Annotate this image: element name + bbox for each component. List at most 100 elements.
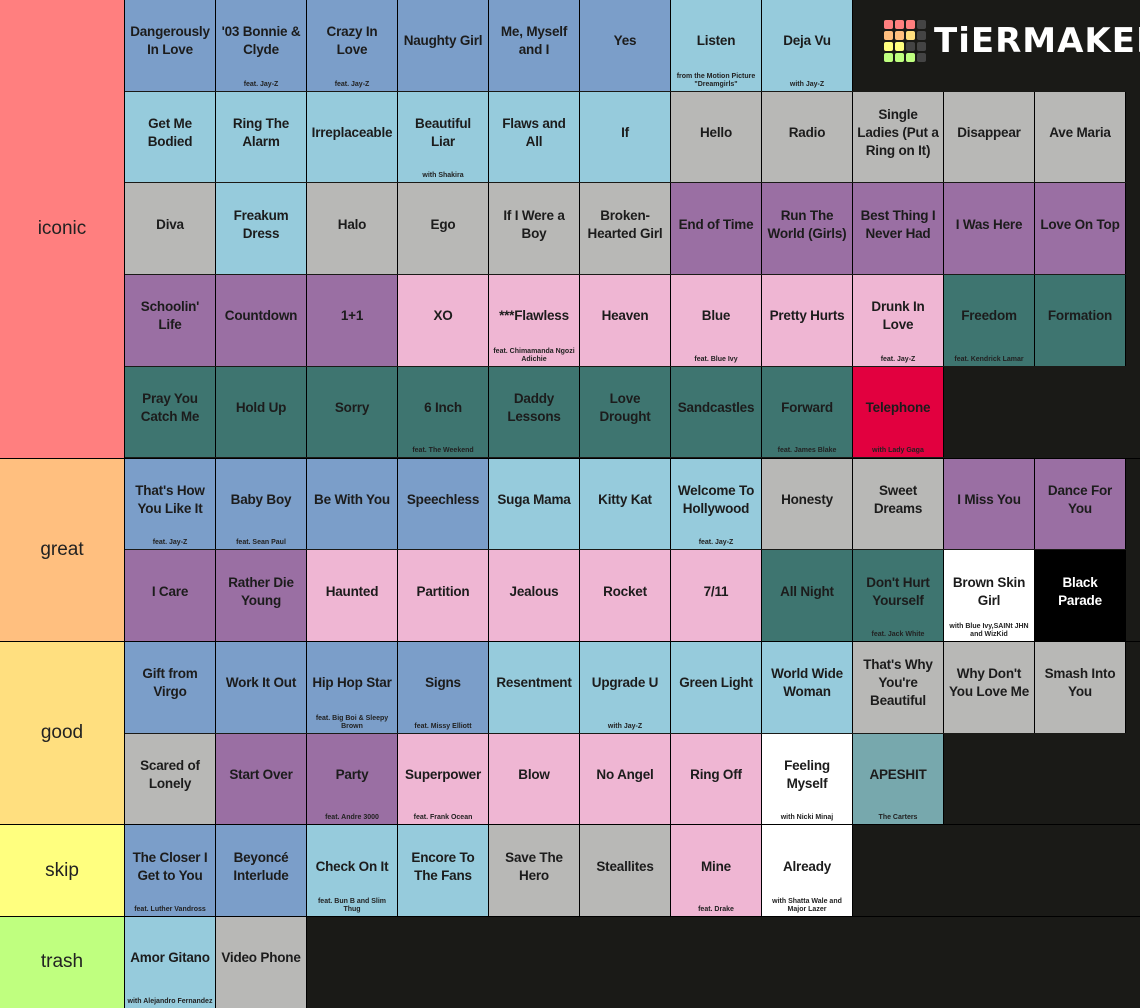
empty-space [307, 916, 1140, 1008]
song-title: Irreplaceable [311, 125, 393, 141]
song-tile: Smash Into You [1035, 641, 1125, 733]
song-title: That's Why You're Beautiful [863, 657, 933, 709]
song-tile: Hip Hop Star feat. Big Boi & Sleepy Brown [307, 641, 397, 733]
song-title: Flaws and All [502, 116, 566, 150]
song-tile: Diva [125, 183, 215, 275]
song-tile: Listen from the Motion Picture "Dreamgirl… [671, 0, 761, 91]
song-tile: '03 Bonnie & Clyde feat. Jay-Z [216, 0, 306, 91]
song-tile: That's Why You're Beautiful [853, 641, 943, 733]
song-tile: Broken-Hearted Girl [580, 183, 670, 275]
song-tile: Black Parade [1035, 550, 1125, 641]
song-title: Ave Maria [1049, 125, 1111, 141]
tier-label: great [0, 458, 124, 641]
song-title: Hip Hop Star [312, 675, 392, 691]
song-title: Upgrade U [591, 675, 659, 691]
song-title: 7/11 [703, 583, 729, 599]
song-tile: Dance For You [1035, 458, 1125, 550]
song-tile: Blow [489, 733, 579, 825]
empty-space [944, 366, 1140, 458]
song-title: Freakum Dress [233, 207, 289, 241]
tier: trash Amor Gitano with Alejandro Fernandez… [0, 916, 1140, 1008]
song-tile: Haunted [307, 550, 397, 641]
song-tile: Why Don't You Love Me [944, 641, 1034, 733]
song-credit: feat. Missy Elliott [414, 722, 472, 730]
song-tile: Ring The Alarm [216, 91, 306, 183]
song-tile: Rocket [580, 550, 670, 641]
song-tile: World Wide Woman [762, 641, 852, 733]
tier: good Gift from Virgo Work It Out Hip Hop St… [0, 641, 1140, 825]
song-title: End of Time [678, 216, 754, 232]
song-title: Haunted [325, 583, 379, 599]
song-title: Run The World (Girls) [767, 207, 847, 241]
song-title: Steallites [596, 858, 654, 874]
song-title: Hello [699, 125, 732, 141]
tier-row: Dangerously In Love '03 Bonnie & Clyde fea… [125, 0, 1140, 91]
song-title: No Angel [596, 766, 654, 782]
song-tile: Countdown [216, 275, 306, 366]
tier-rows: The Closer I Get to You feat. Luther Vand… [125, 825, 1140, 916]
song-tile: XO [398, 275, 488, 366]
song-title: I Was Here [955, 216, 1023, 232]
song-title: All Night [780, 583, 834, 599]
song-tile: Get Me Bodied [125, 91, 215, 183]
song-title: Be With You [314, 491, 390, 507]
song-credit: feat. Frank Ocean [413, 814, 473, 822]
tier-rows: Dangerously In Love '03 Bonnie & Clyde fea… [125, 0, 1140, 458]
song-tile: Telephone with Lady Gaga [853, 366, 943, 458]
song-tile: Mine feat. Drake [671, 825, 761, 916]
song-title: Forward [781, 400, 833, 416]
empty-space [1126, 91, 1140, 183]
song-tile: Disappear [944, 91, 1034, 183]
song-title: Halo [337, 216, 367, 232]
song-title: Beautiful Liar [415, 116, 471, 150]
song-title: XO [433, 308, 453, 324]
song-tile: Signs feat. Missy Elliott [398, 641, 488, 733]
song-tile: Best Thing I Never Had [853, 183, 943, 275]
song-tile: Naughty Girl [398, 0, 488, 91]
song-title: Hold Up [235, 400, 287, 416]
song-credit: feat. Blue Ivy [694, 355, 738, 363]
song-title: Signs [425, 675, 461, 691]
song-tile: Sorry [307, 366, 397, 458]
song-title: Love On Top [1040, 216, 1120, 232]
song-tile: Gift from Virgo [125, 641, 215, 733]
tier-row: Gift from Virgo Work It Out Hip Hop Star fe… [125, 641, 1140, 733]
song-tile: Drunk In Love feat. Jay-Z [853, 275, 943, 366]
song-title: Baby Boy [230, 491, 292, 507]
song-title: Single Ladies (Put a Ring on It) [857, 107, 939, 159]
song-tile: Ego [398, 183, 488, 275]
song-tile: Video Phone [216, 916, 306, 1008]
song-tile: Save The Hero [489, 825, 579, 916]
song-tile: Amor Gitano with Alejandro Fernandez [125, 916, 215, 1008]
song-credit: with Jay-Z [789, 80, 825, 88]
song-title: Crazy In Love [326, 24, 378, 58]
song-credit: from the Motion Picture "Dreamgirls" [676, 72, 756, 88]
song-title: Welcome To Hollywood [677, 482, 755, 516]
empty-space [853, 825, 1140, 916]
song-tile: Upgrade U with Jay-Z [580, 641, 670, 733]
tier-row: Amor Gitano with Alejandro Fernandez Video… [125, 916, 1140, 1008]
tier-row: The Closer I Get to You feat. Luther Vand… [125, 825, 1140, 916]
song-tile: I Was Here [944, 183, 1034, 275]
song-tile: Baby Boy feat. Sean Paul [216, 458, 306, 550]
song-title: Freedom [961, 308, 1017, 324]
song-credit: feat. Jay-Z [698, 539, 734, 547]
song-tile: Freedom feat. Kendrick Lamar [944, 275, 1034, 366]
song-tile: Feeling Myself with Nicki Minaj [762, 733, 852, 825]
song-credit: with Shakira [422, 172, 464, 180]
song-credit: feat. Jay-Z [334, 80, 370, 88]
tier-row: Pray You Catch Me Hold Up Sorry 6 Inch feat.… [125, 366, 1140, 458]
song-title: Get Me Bodied [147, 116, 193, 150]
song-title: Broken-Hearted Girl [587, 207, 663, 241]
empty-space [1126, 275, 1140, 366]
song-title: Start Over [229, 766, 293, 782]
song-title: Partition [416, 583, 470, 599]
song-title: World Wide Woman [771, 666, 843, 700]
song-title: Diva [156, 216, 184, 232]
tier: great That's How You Like It feat. Jay-Z Ba… [0, 458, 1140, 641]
song-title: That's How You Like It [135, 482, 205, 516]
song-tile: Resentment [489, 641, 579, 733]
song-tile: Flaws and All [489, 91, 579, 183]
song-tile: 1+1 [307, 275, 397, 366]
song-tile: Formation [1035, 275, 1125, 366]
